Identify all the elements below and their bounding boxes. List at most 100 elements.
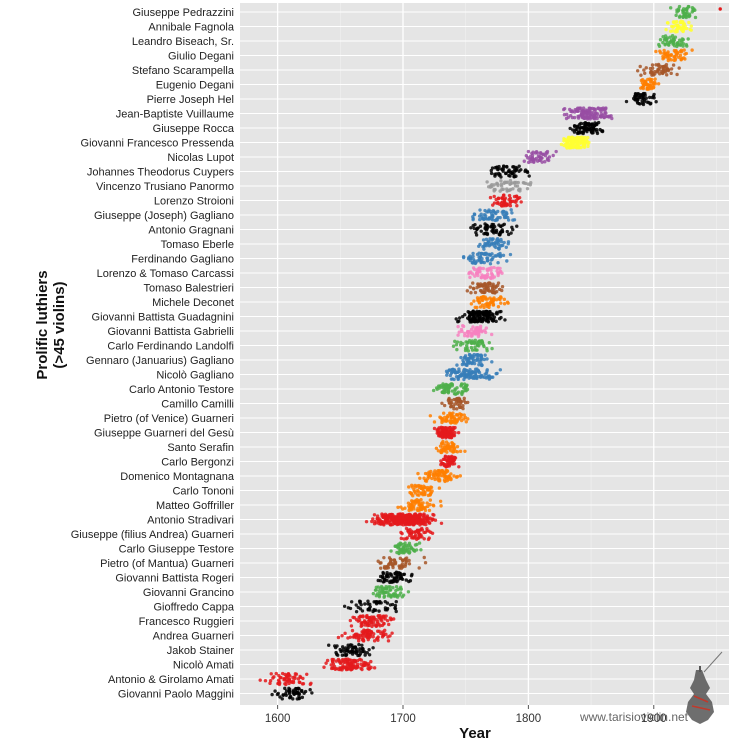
data-point	[506, 232, 511, 237]
data-point	[493, 284, 498, 288]
data-point	[480, 356, 484, 360]
data-point	[465, 346, 469, 350]
data-point	[471, 325, 475, 329]
data-point	[649, 101, 653, 106]
data-point	[473, 370, 477, 374]
luthier-label: Giuseppe (Joseph) Gagliano	[94, 210, 234, 222]
data-point	[473, 290, 478, 295]
data-point	[463, 401, 468, 405]
data-point	[450, 427, 455, 431]
data-point	[539, 152, 543, 156]
data-point	[340, 657, 345, 662]
data-point	[446, 430, 450, 434]
data-point	[366, 623, 370, 628]
data-point	[392, 518, 396, 522]
data-point	[375, 516, 379, 521]
data-point	[413, 534, 417, 539]
data-point	[470, 348, 475, 352]
data-point	[401, 558, 405, 563]
data-point	[508, 182, 512, 187]
data-point	[580, 136, 585, 141]
data-point	[642, 68, 646, 72]
data-point	[482, 247, 486, 251]
data-point	[422, 522, 426, 526]
data-point	[376, 578, 380, 583]
data-point	[453, 339, 457, 344]
data-point	[570, 135, 574, 139]
data-point	[517, 169, 521, 173]
data-point	[380, 514, 384, 518]
data-point	[677, 38, 682, 42]
data-point	[681, 41, 686, 46]
data-point	[485, 259, 490, 263]
data-point	[382, 555, 386, 560]
data-point	[334, 652, 339, 656]
luthier-label: Antonio & Girolamo Amati	[108, 674, 234, 686]
luthier-label: Lorenzo Stroioni	[154, 196, 234, 208]
data-point	[370, 624, 374, 629]
data-point	[525, 186, 530, 191]
data-point	[401, 513, 405, 517]
data-point	[467, 270, 472, 275]
data-point	[490, 237, 494, 242]
data-point	[465, 375, 469, 379]
data-point	[652, 92, 656, 97]
data-point	[491, 375, 495, 379]
data-point	[367, 653, 372, 657]
data-point	[485, 267, 489, 271]
data-point	[481, 266, 486, 271]
data-point	[380, 619, 384, 623]
data-point	[340, 645, 345, 649]
data-point	[268, 679, 273, 683]
luthier-label: Johannes Theodorus Cuypers	[87, 167, 235, 179]
data-point	[652, 82, 656, 86]
data-point	[686, 37, 690, 41]
data-point	[373, 600, 378, 604]
data-point	[431, 512, 435, 517]
y-axis-title-line2: (>45 violins)	[51, 281, 68, 368]
data-point	[358, 633, 363, 637]
data-point	[529, 181, 533, 185]
data-point	[450, 384, 454, 388]
data-point	[484, 228, 489, 232]
data-point	[584, 122, 589, 126]
data-point	[455, 340, 460, 344]
data-point	[444, 369, 449, 374]
luthier-label: Giovanni Battista Guadagnini	[92, 312, 234, 324]
data-point	[462, 374, 466, 378]
data-point	[505, 212, 509, 216]
data-point	[691, 8, 696, 13]
data-point	[366, 599, 370, 603]
data-point	[479, 374, 483, 378]
data-point	[580, 140, 584, 144]
data-point	[658, 38, 663, 42]
data-point	[349, 600, 354, 604]
data-point	[492, 315, 497, 319]
data-point	[460, 314, 465, 319]
data-point	[662, 65, 666, 69]
data-point	[375, 592, 380, 596]
data-point	[433, 469, 437, 473]
data-point	[500, 230, 504, 234]
data-point	[386, 585, 391, 589]
data-point	[661, 40, 665, 45]
data-point	[427, 508, 432, 513]
data-point	[420, 528, 425, 532]
data-point	[468, 367, 472, 372]
data-point	[408, 502, 413, 507]
data-point	[399, 587, 404, 591]
data-point	[445, 415, 449, 419]
data-point	[463, 449, 467, 454]
data-point	[500, 288, 504, 293]
data-point	[325, 658, 330, 663]
data-point	[650, 77, 654, 82]
data-point	[585, 126, 589, 131]
data-point	[371, 646, 375, 650]
data-point	[358, 607, 363, 611]
data-point	[283, 672, 287, 677]
data-point	[381, 571, 386, 576]
data-point	[477, 258, 481, 262]
x-axis-ticks: 1600 1700 1800 1900	[265, 705, 667, 725]
data-point	[357, 653, 362, 658]
data-point	[410, 485, 415, 489]
